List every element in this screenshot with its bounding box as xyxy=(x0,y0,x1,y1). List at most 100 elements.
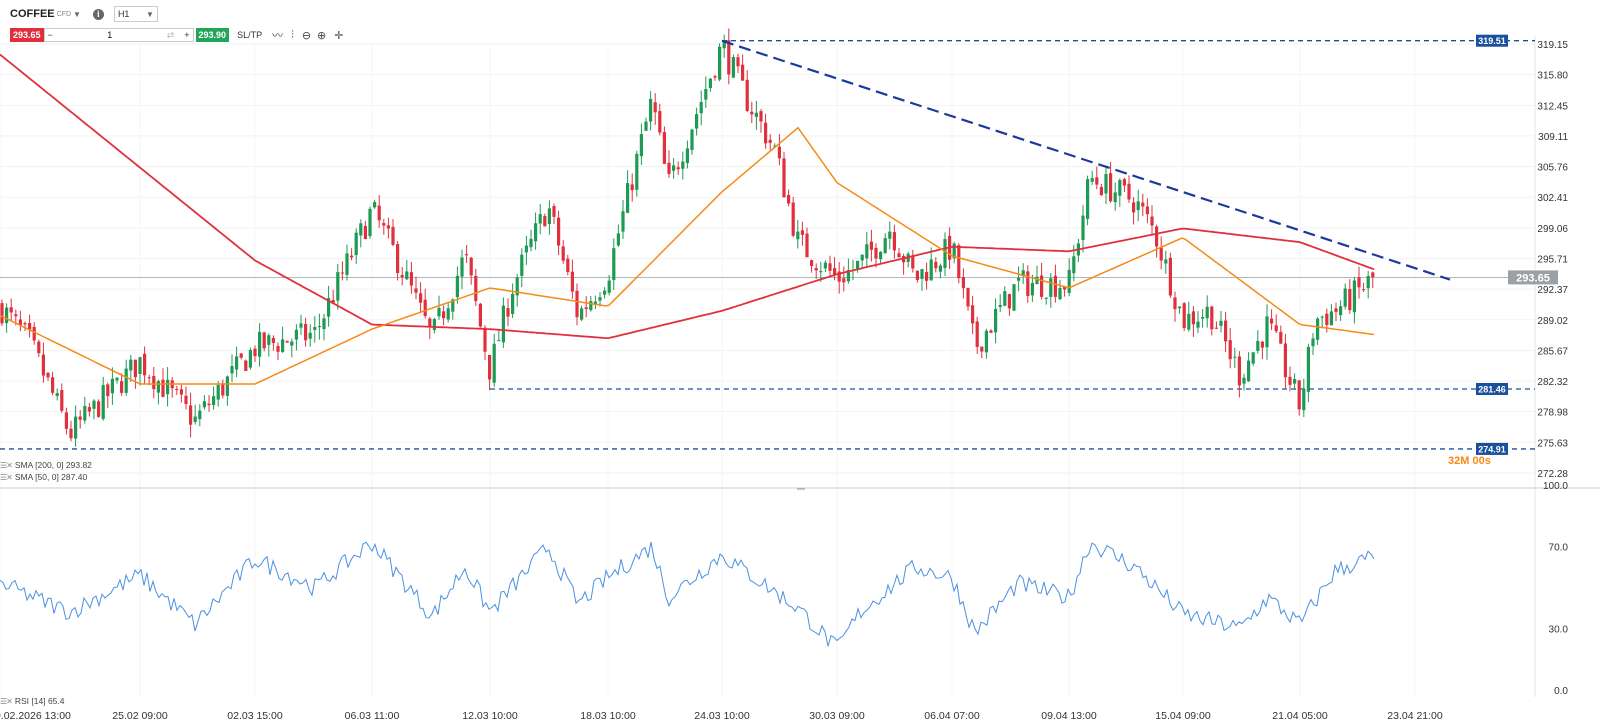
candle-body xyxy=(281,339,285,352)
candles-icon[interactable]: ⫶ xyxy=(291,28,294,41)
candle-body xyxy=(681,161,685,169)
zoom-out-icon[interactable]: ⊖ xyxy=(301,29,312,42)
candle-body xyxy=(1288,376,1292,385)
candle-body xyxy=(764,122,768,144)
level-tag xyxy=(1476,34,1508,47)
candle-body xyxy=(492,343,496,383)
candle-body xyxy=(1044,297,1048,299)
level-tag-label: 274.91 xyxy=(1478,444,1506,454)
candle-body xyxy=(570,271,574,292)
candle-body xyxy=(1136,201,1140,211)
candle-body xyxy=(998,304,1002,308)
trendline-group xyxy=(721,39,1451,281)
line-chart-icon[interactable]: 〰 xyxy=(272,30,284,42)
candle-body xyxy=(621,211,625,232)
sma200-legend[interactable]: ☰✕ SMA [200, 0] 293.82 xyxy=(0,460,92,470)
candle-body xyxy=(216,384,220,400)
reset-icon[interactable]: ⇄ xyxy=(166,29,175,40)
sltp-button[interactable]: SL/TP xyxy=(237,30,263,40)
candle-body xyxy=(787,194,791,204)
rsi-line xyxy=(0,541,1375,647)
candle-body xyxy=(1058,288,1062,300)
decrease-button[interactable]: − xyxy=(47,30,53,40)
candle-body xyxy=(1127,183,1131,200)
candle-body xyxy=(1293,379,1297,384)
candle-body xyxy=(727,40,731,75)
chevron-down-icon: ▼ xyxy=(73,9,81,19)
candle-body xyxy=(566,258,570,273)
price-tick-label: 275.63 xyxy=(1537,438,1568,449)
candle-body xyxy=(212,396,216,406)
candle-body xyxy=(814,268,818,271)
candle-body xyxy=(938,265,942,272)
timeframe-select[interactable]: H1 ▼ xyxy=(113,6,158,22)
sma200-label: SMA [200, 0] 293.82 xyxy=(14,460,92,470)
crosshair-icon[interactable]: ✛ xyxy=(334,29,344,42)
candle-body xyxy=(1072,256,1076,274)
candle-body xyxy=(957,245,961,279)
candle-body xyxy=(221,383,225,396)
candle-body xyxy=(1247,360,1251,382)
candle-body xyxy=(276,346,280,352)
candle-body xyxy=(1214,327,1218,329)
candle-body xyxy=(511,293,515,314)
candle-body xyxy=(359,223,363,236)
instrument-toolbar: COFFEE CFD ▼ i H1 ▼ xyxy=(10,6,158,22)
info-icon[interactable]: i xyxy=(92,8,104,20)
buy-button[interactable]: 293.90 xyxy=(195,28,230,42)
sell-button[interactable]: 293.65 xyxy=(10,28,44,42)
price-tick-label: 319.15 xyxy=(1537,40,1568,51)
candle-body xyxy=(759,111,763,122)
time-tick-label: 06.04 07:00 xyxy=(924,710,980,722)
candle-body xyxy=(819,271,823,273)
candle-body xyxy=(547,208,551,224)
candle-body xyxy=(244,360,248,371)
chevron-down-icon: ▼ xyxy=(146,9,154,19)
candle-body xyxy=(294,329,298,340)
candle-body xyxy=(1339,306,1343,316)
candle-body xyxy=(92,400,96,409)
candle-body xyxy=(1026,271,1030,297)
candle-body xyxy=(515,277,519,296)
candle-body xyxy=(1109,173,1113,202)
candle-body xyxy=(584,307,588,310)
time-tick-label: 24.03 10:00 xyxy=(694,710,750,722)
zoom-in-icon[interactable]: ⊕ xyxy=(317,29,327,42)
candle-body xyxy=(41,354,45,376)
candle-body xyxy=(630,184,634,191)
candle-body xyxy=(874,247,878,259)
rsi-tick-label: 0.0 xyxy=(1554,686,1568,697)
candle-body xyxy=(897,253,901,258)
candle-body xyxy=(1030,282,1034,296)
candle-timer: 32M 00s xyxy=(1448,455,1491,467)
candle-body xyxy=(699,102,703,114)
candle-body xyxy=(823,262,827,269)
time-tick-label: 06.03 11:00 xyxy=(345,710,400,722)
candle-body xyxy=(262,332,266,349)
candle-body xyxy=(1352,280,1356,313)
candle-body xyxy=(534,223,538,242)
drag-icon: ☰✕ xyxy=(0,460,13,470)
price-tick-label: 282.32 xyxy=(1537,377,1568,388)
candle-body xyxy=(879,251,883,260)
candle-body xyxy=(1311,338,1315,347)
candle-body xyxy=(340,272,344,274)
candle-body xyxy=(290,341,294,346)
candle-body xyxy=(800,230,804,235)
rsi-legend[interactable]: ☰✕ RSI [14] 65.4 xyxy=(0,696,65,706)
candle-body xyxy=(377,205,381,221)
candle-body xyxy=(1219,320,1223,326)
candle-body xyxy=(713,76,717,78)
price-tick-label: 309.11 xyxy=(1538,132,1568,143)
increase-button[interactable]: + xyxy=(184,30,190,40)
candle-body xyxy=(731,57,735,78)
candle-body xyxy=(1132,202,1136,213)
sma50-legend[interactable]: ☰✕ SMA [50, 0] 287.40 xyxy=(0,472,87,482)
symbol-selector[interactable]: COFFEE CFD ▼ xyxy=(10,8,81,20)
candle-body xyxy=(1003,291,1007,306)
horizontal-levels xyxy=(0,40,1535,450)
candle-body xyxy=(506,308,510,317)
candle-body xyxy=(961,277,965,289)
quantity-input[interactable]: 1 xyxy=(107,30,113,40)
